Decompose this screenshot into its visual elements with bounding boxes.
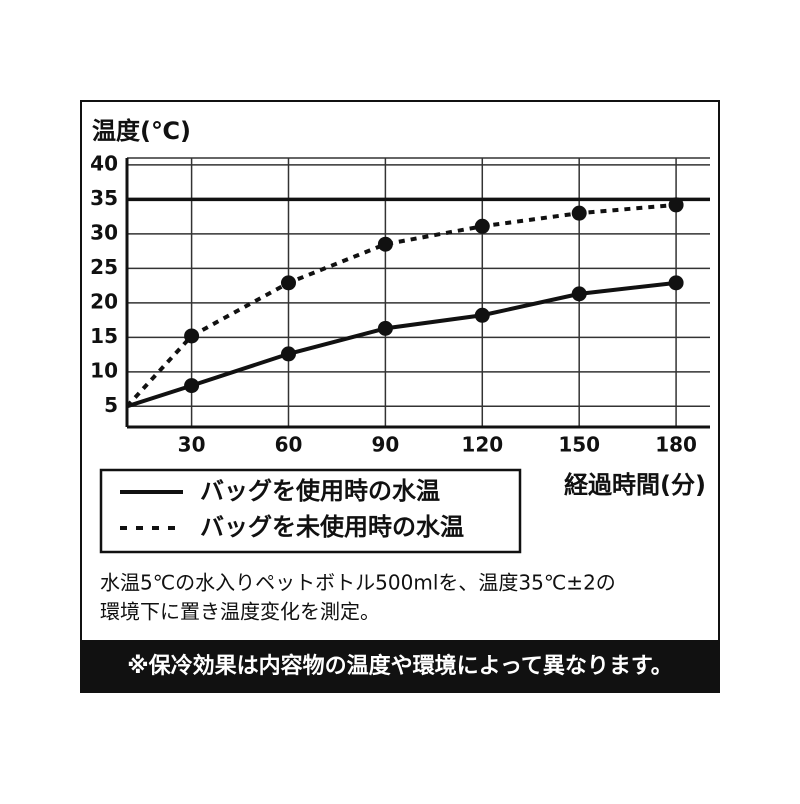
x-tick-label: 120 bbox=[461, 433, 503, 457]
data-point bbox=[571, 205, 587, 221]
footer-text: ※保冷効果は内容物の温度や環境によって異なります。 bbox=[127, 653, 672, 679]
data-point bbox=[377, 320, 393, 336]
x-axis-label: 経過時間(分) bbox=[564, 471, 706, 499]
data-point bbox=[474, 307, 490, 323]
x-tick-label: 30 bbox=[178, 433, 206, 457]
data-point bbox=[184, 378, 200, 394]
data-point bbox=[280, 346, 296, 362]
legend-label: バッグを未使用時の水温 bbox=[200, 513, 464, 541]
data-point bbox=[668, 275, 684, 291]
y-tick-label: 30 bbox=[90, 220, 118, 244]
y-tick-label: 20 bbox=[90, 289, 118, 313]
x-tick-label: 180 bbox=[655, 433, 697, 457]
data-point bbox=[571, 286, 587, 302]
note-line: 環境下に置き温度変化を測定。 bbox=[100, 600, 380, 624]
note-line: 水温5℃の水入りペットボトル500mlを、温度35℃±2の bbox=[100, 571, 616, 595]
y-tick-label: 40 bbox=[90, 151, 118, 175]
y-tick-label: 25 bbox=[90, 255, 118, 279]
y-tick-label: 5 bbox=[104, 393, 118, 417]
x-tick-label: 60 bbox=[275, 433, 303, 457]
data-point bbox=[280, 275, 296, 291]
y-tick-label: 15 bbox=[90, 324, 118, 348]
data-point bbox=[377, 236, 393, 252]
legend-box bbox=[99, 468, 522, 554]
y-axis-label: 温度(℃) bbox=[92, 117, 191, 145]
y-tick-label: 10 bbox=[90, 358, 118, 382]
data-point bbox=[668, 197, 684, 213]
data-point bbox=[474, 218, 490, 234]
legend-label: バッグを使用時の水温 bbox=[200, 477, 440, 505]
y-tick-label: 35 bbox=[90, 186, 118, 210]
x-tick-label: 90 bbox=[371, 433, 399, 457]
footer-bar bbox=[80, 640, 720, 693]
data-point bbox=[184, 328, 200, 344]
x-tick-label: 150 bbox=[558, 433, 600, 457]
